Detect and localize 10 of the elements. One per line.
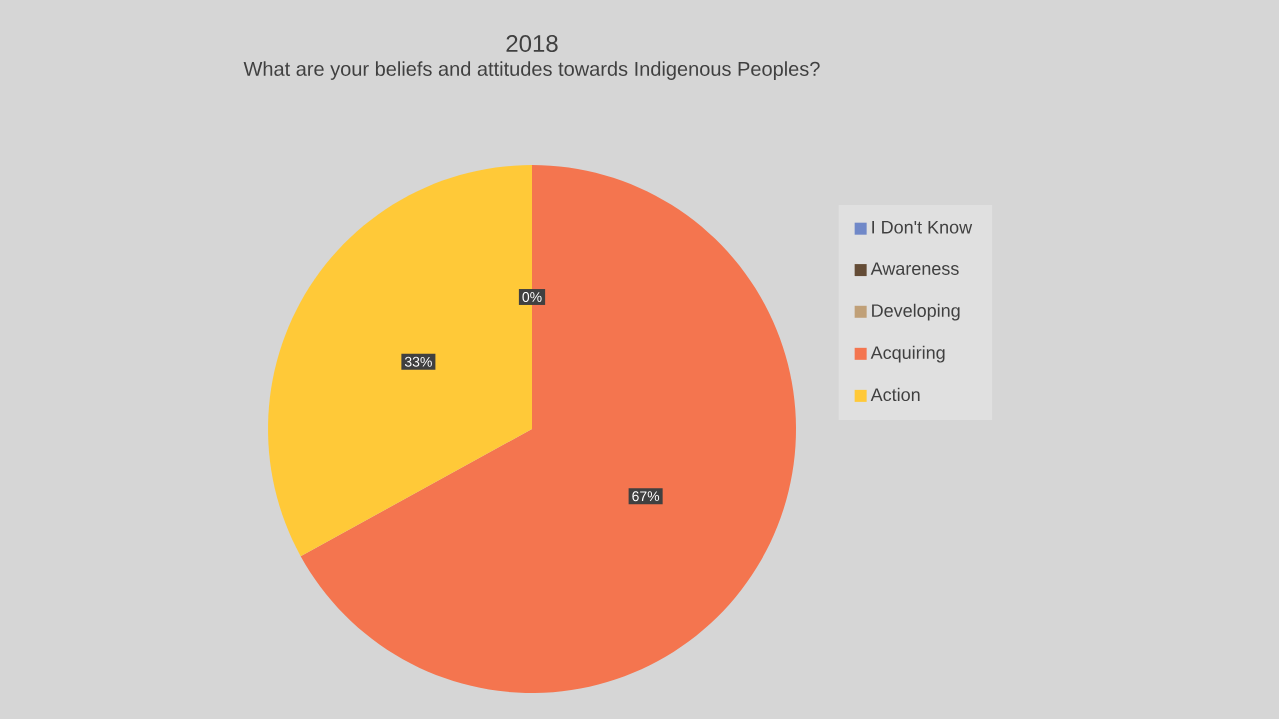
text: 0% bbox=[522, 292, 542, 302]
chart-title: 2018 bbox=[506, 35, 558, 52]
legend-label: Awareness bbox=[870, 262, 959, 275]
legend-label: Acquiring bbox=[870, 345, 945, 363]
legend-label: Action bbox=[870, 387, 920, 402]
legend-label: I Don't Know bbox=[872, 220, 973, 234]
legend-label: Developing bbox=[872, 303, 960, 321]
chart-subtitle: What are your beliefs and attitudes towards Indigenous Peoples? bbox=[243, 61, 820, 80]
data-label: 67% bbox=[632, 491, 660, 502]
data-label: 33% bbox=[404, 356, 432, 367]
